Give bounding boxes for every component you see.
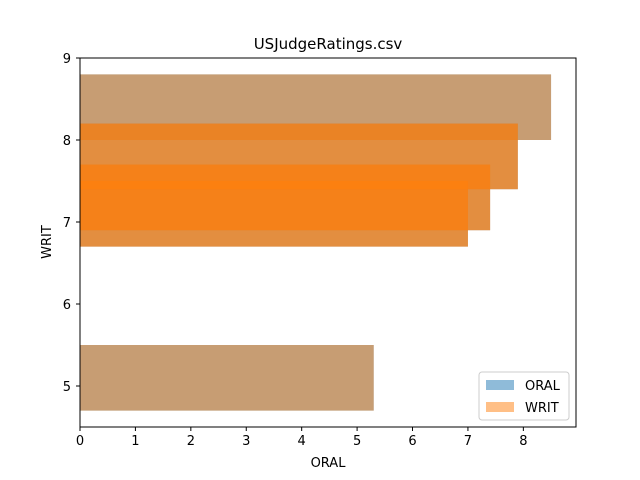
x-tick-label: 7 xyxy=(464,434,472,449)
x-tick-label: 0 xyxy=(76,434,84,449)
bars-layer xyxy=(80,74,552,411)
x-tick-label: 2 xyxy=(187,434,195,449)
y-axis: 5 6 7 8 9 xyxy=(63,52,80,395)
x-axis-label: ORAL xyxy=(311,456,347,471)
bar-writ-6 xyxy=(80,181,468,247)
legend-label-writ: WRIT xyxy=(525,401,559,416)
x-tick-label: 1 xyxy=(131,434,139,449)
x-tick-label: 3 xyxy=(242,434,250,449)
y-tick-label: 7 xyxy=(63,216,71,231)
legend-label-oral: ORAL xyxy=(525,379,561,394)
y-tick-label: 9 xyxy=(63,52,71,67)
x-axis: 0 1 2 3 4 5 6 7 8 xyxy=(76,427,527,449)
bar-writ-7 xyxy=(80,345,374,411)
x-tick-label: 4 xyxy=(298,434,306,449)
y-tick-label: 6 xyxy=(63,298,71,313)
legend: ORAL WRIT xyxy=(478,371,570,421)
x-tick-label: 6 xyxy=(408,434,416,449)
legend-swatch-oral xyxy=(486,380,514,390)
plot-frame xyxy=(79,57,577,428)
x-tick-label: 8 xyxy=(519,434,527,449)
y-tick-label: 5 xyxy=(63,380,71,395)
legend-swatch-writ xyxy=(486,402,514,412)
x-tick-label: 5 xyxy=(353,434,361,449)
y-tick-label: 8 xyxy=(63,134,71,149)
chart-title: USJudgeRatings.csv xyxy=(254,35,403,53)
y-axis-label: WRIT xyxy=(40,225,55,259)
